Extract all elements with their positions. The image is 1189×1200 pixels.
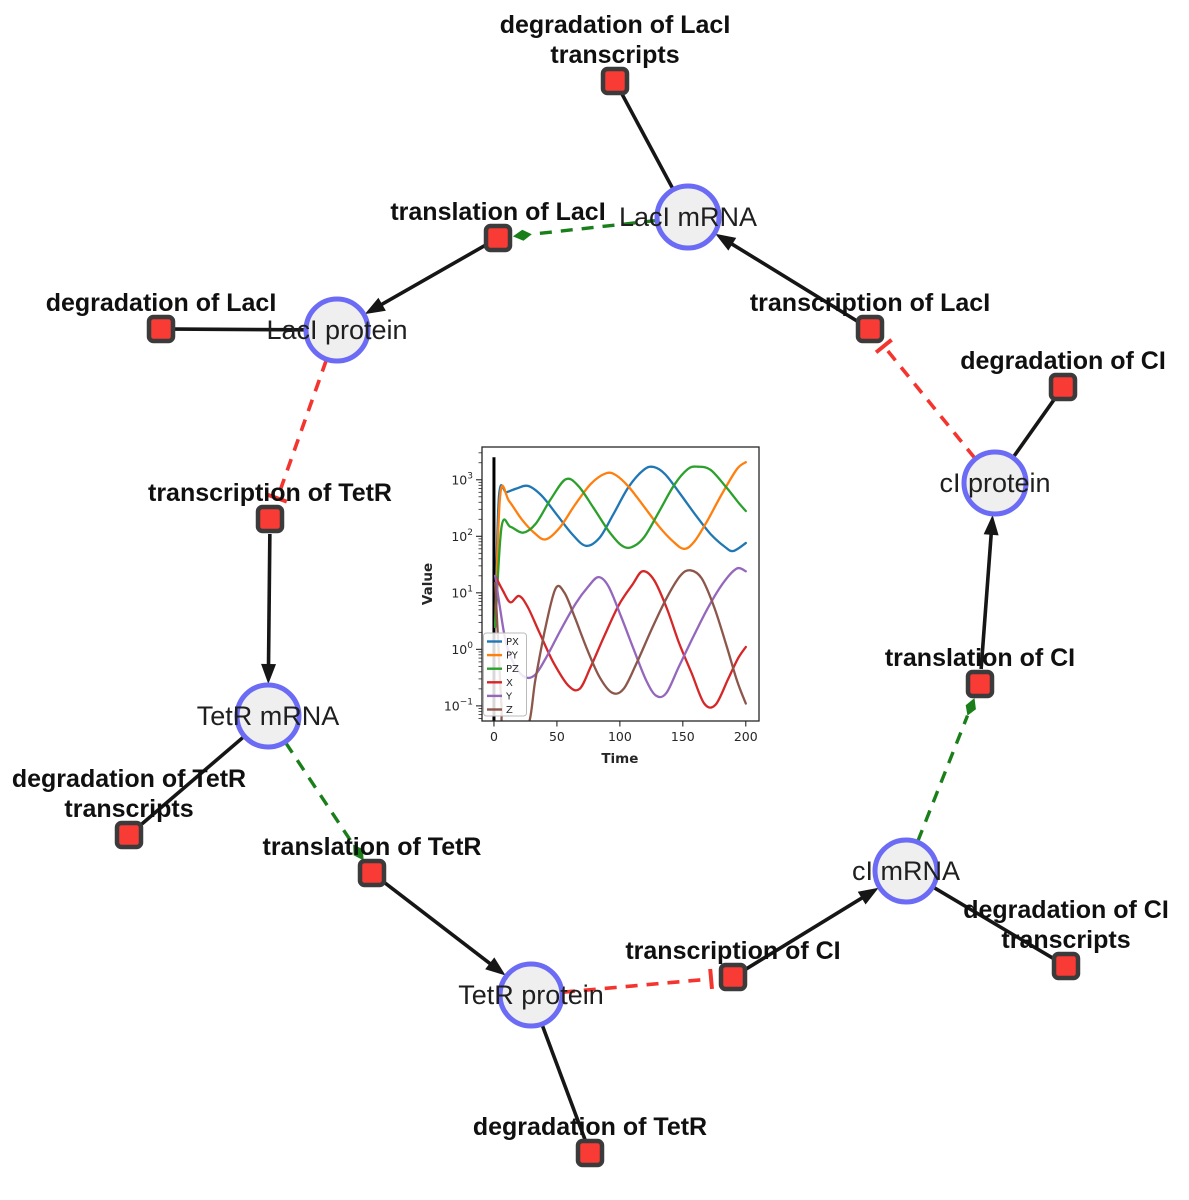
species-node-laci_mrna[interactable] xyxy=(654,183,722,251)
chart-series-Z xyxy=(494,569,747,721)
species-node-laci_protein[interactable] xyxy=(303,296,371,364)
edge-product-tx_tetr-tetr_mrna xyxy=(261,533,277,685)
svg-text:100: 100 xyxy=(451,641,473,657)
svg-text:100: 100 xyxy=(608,729,632,744)
svg-text:150: 150 xyxy=(671,729,695,744)
svg-text:10−1: 10−1 xyxy=(444,697,473,713)
reaction-node-deg_ci[interactable] xyxy=(1048,372,1078,402)
reaction-label-deg_ci_tx: degradation of CI transcripts xyxy=(963,896,1169,954)
chart-ylabel: Value xyxy=(420,563,436,605)
reaction-label-deg_tetr_tx: degradation of TetR transcripts xyxy=(12,765,246,823)
reaction-label-transl_ci: translation of CI xyxy=(885,644,1075,672)
edge-reactant-ci_protein-deg_ci xyxy=(1012,397,1057,458)
species-label-tetr_mrna: TetR mRNA xyxy=(197,701,340,731)
reaction-node-deg_laci_tx[interactable] xyxy=(600,66,630,96)
species-label-tetr_protein: TetR protein xyxy=(458,980,604,1010)
edge-reactant-laci_mrna-deg_laci_tx xyxy=(620,92,675,190)
chart-series-PX xyxy=(494,465,747,629)
edge-reactant-tetr_protein-deg_tetr xyxy=(540,1024,587,1141)
edge-inhibition-tetr_protein-tx_ci xyxy=(562,968,714,994)
edge-product-tx_ci-ci_mrna xyxy=(744,887,879,971)
legend-label-X: X xyxy=(506,678,513,689)
svg-text:103: 103 xyxy=(451,471,473,487)
reaction-label-deg_laci_tx: degradation of LacI transcripts xyxy=(500,11,731,69)
svg-text:101: 101 xyxy=(451,584,473,600)
legend-label-PX: PX xyxy=(506,637,519,648)
legend-label-PZ: PZ xyxy=(506,664,519,675)
species-node-tetr_protein[interactable] xyxy=(497,961,565,1029)
edge-modifier-laci_mrna-transl_laci xyxy=(512,218,657,241)
edge-reactant-laci_protein-deg_laci xyxy=(174,327,306,332)
edge-modifier-tetr_mrna-transl_tetr xyxy=(284,741,364,861)
reaction-label-deg_ci: degradation of CI xyxy=(960,347,1166,375)
reaction-node-deg_laci[interactable] xyxy=(146,314,176,344)
reaction-node-deg_ci_tx[interactable] xyxy=(1051,951,1081,981)
edge-product-transl_ci-ci_protein xyxy=(979,514,999,670)
reaction-node-transl_tetr[interactable] xyxy=(357,858,387,888)
edge-product-tx_laci-laci_mrna xyxy=(715,233,859,323)
reaction-node-tx_tetr[interactable] xyxy=(255,504,285,534)
nodes-layer xyxy=(114,66,1081,1168)
species-label-ci_mrna: cI mRNA xyxy=(852,856,960,886)
labels-layer: LacI mRNA LacI protein TetR mRNA TetR prote… xyxy=(12,11,1169,1141)
reaction-node-deg_tetr_tx[interactable] xyxy=(114,820,144,850)
edge-product-transl_tetr-tetr_protein xyxy=(382,880,506,976)
timeseries-inset-chart: 0 50 100 150 20010−1100101102103TimeValuePXP… xyxy=(420,435,772,769)
svg-text:200: 200 xyxy=(734,729,758,744)
svg-text:50: 50 xyxy=(549,729,565,744)
chart-series-PZ xyxy=(494,465,747,629)
species-node-ci_mrna[interactable] xyxy=(872,837,940,905)
reaction-label-deg_laci: degradation of LacI xyxy=(46,289,277,317)
species-node-tetr_mrna[interactable] xyxy=(234,682,302,750)
species-label-laci_mrna: LacI mRNA xyxy=(619,202,757,232)
species-label-ci_protein: cI protein xyxy=(939,468,1050,498)
edge-reactant-ci_mrna-deg_ci_tx xyxy=(932,885,1055,961)
reaction-node-tx_ci[interactable] xyxy=(718,962,748,992)
edge-inhibition-laci_protein-tx_tetr xyxy=(267,359,329,504)
legend-label-PY: PY xyxy=(506,651,519,662)
species-label-laci_protein: LacI protein xyxy=(266,315,407,345)
chart-xlabel: Time xyxy=(601,751,638,767)
edge-product-transl_laci-laci_protein xyxy=(364,243,486,315)
svg-text:102: 102 xyxy=(451,528,473,544)
edge-modifier-ci_mrna-transl_ci xyxy=(916,697,976,842)
legend-label-Z: Z xyxy=(506,705,513,716)
reaction-label-tx_laci: transcription of LacI xyxy=(750,289,990,317)
svg-text:0: 0 xyxy=(490,729,498,744)
reaction-label-transl_laci: translation of LacI xyxy=(390,198,605,226)
reaction-label-transl_tetr: translation of TetR xyxy=(263,833,482,861)
chart-series-layer xyxy=(492,457,747,721)
edge-reactant-tetr_mrna-deg_tetr_tx xyxy=(138,735,245,828)
legend-label-Y: Y xyxy=(505,691,513,702)
reaction-label-tx_tetr: transcription of TetR xyxy=(148,479,392,507)
chart-series-X xyxy=(494,570,747,709)
reaction-node-deg_tetr[interactable] xyxy=(575,1138,605,1168)
reaction-node-tx_laci[interactable] xyxy=(855,314,885,344)
edge-inhibition-ci_protein-tx_laci xyxy=(874,338,977,460)
reaction-node-transl_laci[interactable] xyxy=(483,223,513,253)
chart-series-PY xyxy=(494,461,747,629)
species-node-ci_protein[interactable] xyxy=(961,449,1029,517)
reaction-label-deg_tetr: degradation of TetR xyxy=(473,1113,707,1141)
reaction-node-transl_ci[interactable] xyxy=(965,669,995,699)
reaction-label-tx_ci: transcription of CI xyxy=(625,937,840,965)
edges-layer xyxy=(138,92,1057,1141)
chart-legend: PX PY PZ XYZ xyxy=(483,632,527,717)
